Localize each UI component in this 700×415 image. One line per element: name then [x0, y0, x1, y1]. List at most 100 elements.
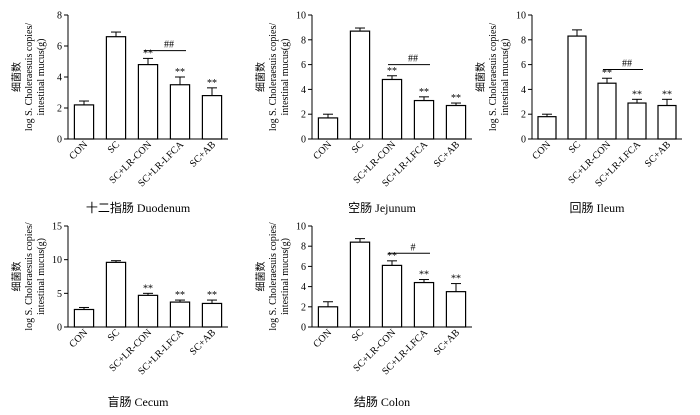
- significance-label: **: [175, 290, 185, 301]
- bar-sc-lr-con: [137, 294, 159, 328]
- y-tick-label: 6: [57, 42, 62, 53]
- y-axis-label-line2: intestinal mucus(g): [36, 238, 47, 315]
- chart-panel-3: 0 2 4 6 8 10 细菌数 log S. Choleraesuis copies/int…: [474, 11, 682, 215]
- bar-sc-lr-con: [381, 78, 403, 140]
- y-axis-label-line1: log S. Choleraesuis copies/: [268, 222, 279, 331]
- x-category-label-group: SC: [567, 139, 584, 156]
- y-axis-label: 细菌数 log S. Choleraesuis copies/intestinal…: [474, 23, 511, 132]
- x-category-label: SC+AB: [188, 139, 218, 169]
- y-tick-label: 5: [57, 289, 62, 300]
- y-axis-label-line1: log S. Choleraesuis copies/: [24, 23, 35, 132]
- bar-sc-lr-lfca: [413, 99, 435, 140]
- panel-title: 回肠 Ileum: [570, 201, 626, 215]
- y-tick-label: 2: [301, 110, 306, 121]
- comparison-label: ##: [408, 54, 418, 65]
- chart-panel-5: 0 2 4 6 8 10 细菌数 log S. Choleraesuis copies/int…: [254, 222, 472, 409]
- y-tick-label: 2: [301, 302, 306, 313]
- y-tick-label: 0: [57, 323, 62, 334]
- x-category-label-group: SC+AB: [188, 139, 218, 169]
- bar-sc-lr-con: [597, 82, 617, 140]
- significance-label: **: [451, 274, 461, 285]
- y-tick-label: 8: [521, 35, 526, 46]
- significance-label: **: [143, 283, 153, 294]
- x-category-label-group: SC+AB: [432, 139, 462, 169]
- x-category-label: SC: [106, 139, 123, 156]
- x-category-label-group: SC+AB: [432, 327, 462, 357]
- y-tick-label: 2: [57, 104, 62, 115]
- x-category-label: SC+AB: [432, 139, 462, 169]
- y-axis-label-line1: log S. Choleraesuis copies/: [268, 23, 279, 132]
- x-category-label-group: CON: [67, 327, 90, 350]
- y-tick-label: 4: [57, 73, 62, 84]
- y-axis-label-line2: intestinal mucus(g): [280, 238, 291, 315]
- y-axis-label-line2: intestinal mucus(g): [36, 39, 47, 116]
- x-category-label: SC+AB: [188, 327, 218, 357]
- bar-sc-lr-lfca: [169, 84, 191, 140]
- x-category-label: CON: [530, 139, 553, 162]
- y-tick-label: 0: [301, 323, 306, 334]
- x-category-label-group: SC+AB: [188, 327, 218, 357]
- x-category-label-group: SC: [350, 139, 367, 156]
- bar-sc: [349, 30, 371, 140]
- y-tick-label: 6: [301, 262, 306, 273]
- bar-sc-lr-lfca: [413, 281, 435, 328]
- y-tick-label: 0: [57, 135, 62, 146]
- bar-con: [73, 308, 95, 328]
- bar-con: [317, 306, 339, 328]
- comparison-label: ##: [164, 40, 174, 51]
- bar-con: [537, 116, 557, 140]
- x-category-label-group: CON: [530, 139, 553, 162]
- x-category-label-group: SC: [350, 327, 367, 344]
- x-category-label-group: CON: [67, 139, 90, 162]
- x-category-label: SC: [350, 327, 367, 344]
- significance-label: **: [207, 290, 217, 301]
- panel-title: 十二指肠 Duodenum: [86, 200, 191, 215]
- x-category-label: CON: [311, 327, 334, 350]
- y-tick-label: 8: [57, 11, 62, 22]
- comparison-label: ##: [622, 59, 632, 70]
- y-axis-label-line1: log S. Choleraesuis copies/: [24, 222, 35, 331]
- significance-label: **: [632, 89, 642, 100]
- y-tick-label: 10: [516, 11, 526, 22]
- y-axis-label-line1: log S. Choleraesuis copies/: [488, 23, 499, 132]
- x-category-label: SC: [350, 139, 367, 156]
- y-tick-label: 8: [301, 35, 306, 46]
- significance-label: **: [451, 93, 461, 104]
- y-axis-label-line2: intestinal mucus(g): [500, 39, 511, 116]
- bar-con: [73, 104, 95, 140]
- y-axis-label-cn: 细菌数: [254, 62, 267, 92]
- panel-title: 盲肠 Cecum: [108, 394, 170, 409]
- significance-label: **: [419, 87, 429, 98]
- comparison-label: #: [411, 242, 416, 253]
- significance-label: **: [387, 66, 397, 77]
- x-category-label-group: CON: [311, 327, 334, 350]
- y-tick-label: 8: [301, 242, 306, 253]
- significance-label: **: [387, 251, 397, 262]
- x-category-label-group: CON: [311, 139, 334, 162]
- y-tick-label: 0: [301, 135, 306, 146]
- bar-sc-ab: [445, 291, 467, 328]
- chart-panel-2: 0 2 4 6 8 10 细菌数 log S. Choleraesuis copies/int…: [254, 11, 472, 215]
- y-tick-label: 10: [296, 222, 306, 233]
- y-tick-label: 4: [301, 85, 306, 96]
- y-axis-label: 细菌数 log S. Choleraesuis copies/intestinal…: [10, 222, 47, 331]
- bar-sc-lr-lfca: [169, 301, 191, 328]
- y-axis-label-cn: 细菌数: [474, 62, 487, 92]
- y-tick-label: 6: [301, 60, 306, 71]
- bar-sc-lr-con: [381, 264, 403, 328]
- x-category-label: SC: [106, 327, 123, 344]
- chart-panel-4: 0 5 10 15 细菌数 log S. Choleraesuis copies/inte…: [10, 222, 228, 409]
- y-axis-label-cn: 细菌数: [254, 262, 267, 292]
- significance-label: **: [602, 68, 612, 79]
- panel-title: 空肠 Jejunum: [348, 201, 416, 215]
- bar-sc-ab: [445, 104, 467, 140]
- bar-sc-ab: [201, 94, 223, 140]
- bar-sc: [349, 241, 371, 328]
- significance-label: **: [143, 48, 153, 59]
- bar-sc: [567, 35, 587, 140]
- y-axis-label-cn: 细菌数: [10, 62, 23, 92]
- y-axis-label-cn: 细菌数: [10, 262, 23, 292]
- y-axis-label: 细菌数 log S. Choleraesuis copies/intestinal…: [254, 23, 291, 132]
- y-tick-label: 0: [521, 135, 526, 146]
